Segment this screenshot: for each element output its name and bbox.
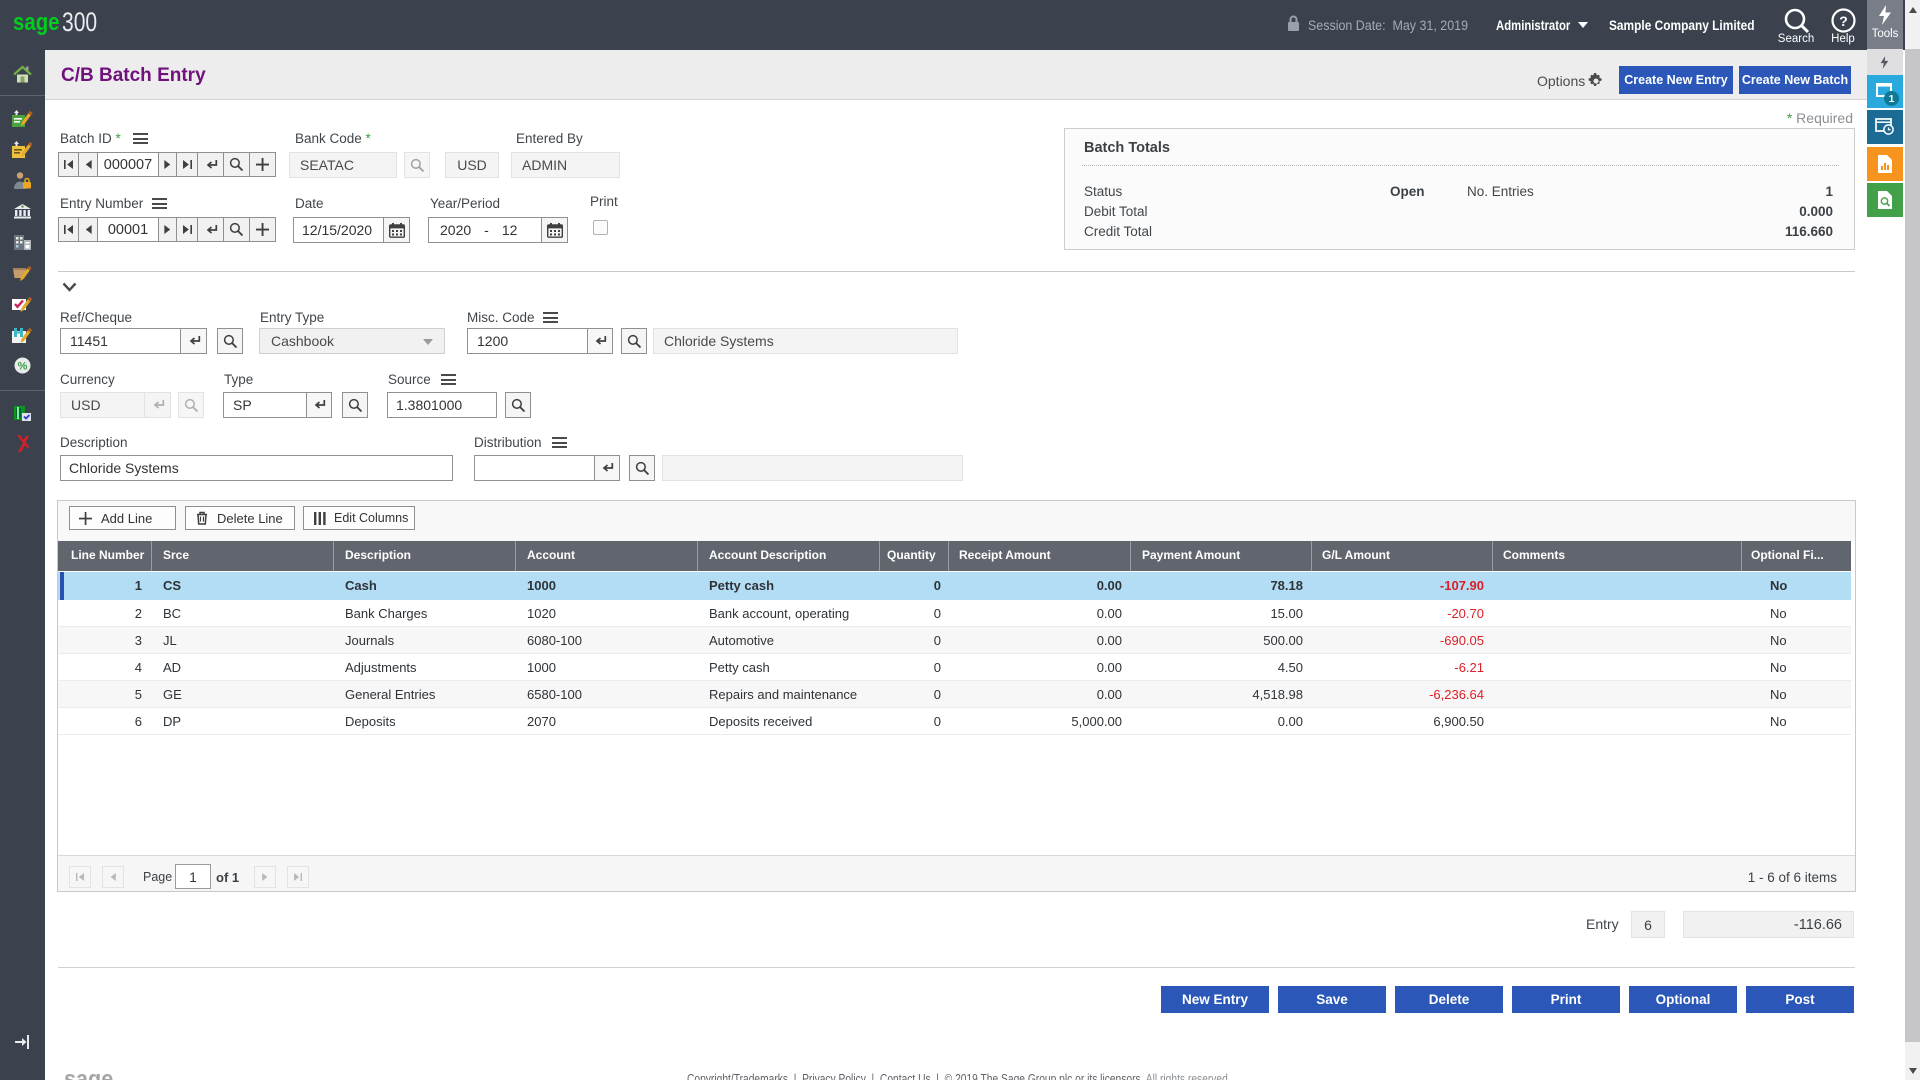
svg-text:%: % [18, 361, 28, 373]
svg-text:?: ? [1839, 13, 1848, 29]
